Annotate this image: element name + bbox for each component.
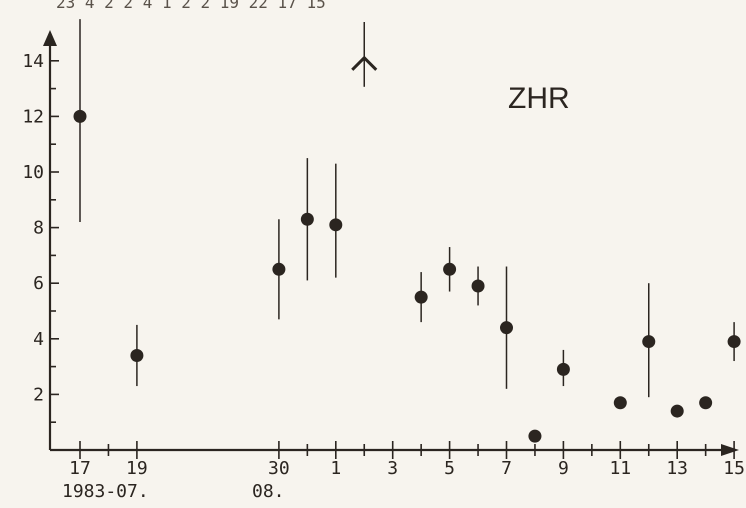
zhr-annotation: ZHR bbox=[508, 82, 570, 115]
data-point bbox=[74, 110, 87, 123]
data-point bbox=[614, 396, 627, 409]
data-point bbox=[301, 213, 314, 226]
data-point bbox=[500, 321, 513, 334]
x-tick-label: 17 bbox=[69, 458, 91, 479]
axes bbox=[43, 30, 739, 456]
data-point bbox=[557, 363, 570, 376]
top-scrap-text: 23 4 2 2 4 1 2 2 19 22 17 15 bbox=[56, 0, 326, 12]
x-date-label-july: 1983-07. bbox=[62, 481, 149, 502]
x-tick-label: 9 bbox=[558, 458, 569, 479]
x-axis-arrowhead bbox=[721, 444, 739, 456]
x-tick-label: 3 bbox=[387, 458, 398, 479]
data-point bbox=[415, 291, 428, 304]
y-tick-label: 12 bbox=[22, 106, 44, 127]
data-point bbox=[472, 279, 485, 292]
y-tick-label: 10 bbox=[22, 162, 44, 183]
data-point bbox=[443, 263, 456, 276]
x-tick-label: 1 bbox=[330, 458, 341, 479]
x-tick-label: 7 bbox=[501, 458, 512, 479]
data-point bbox=[728, 335, 741, 348]
x-tick-label: 5 bbox=[444, 458, 455, 479]
x-ticks: 1719301357911131517 bbox=[69, 441, 746, 479]
x-date-label-august: 08. bbox=[252, 481, 285, 502]
y-tick-label: 2 bbox=[33, 384, 44, 405]
data-point bbox=[699, 396, 712, 409]
x-tick-label: 30 bbox=[268, 458, 290, 479]
data-point bbox=[272, 263, 285, 276]
y-tick-label: 8 bbox=[33, 218, 44, 239]
data-point bbox=[130, 349, 143, 362]
data-point bbox=[671, 405, 684, 418]
y-tick-label: 14 bbox=[22, 51, 44, 72]
y-tick-label: 6 bbox=[33, 273, 44, 294]
x-tick-label: 11 bbox=[609, 458, 631, 479]
x-tick-label: 15 bbox=[723, 458, 745, 479]
x-tick-label: 13 bbox=[666, 458, 688, 479]
x-tick-label: 19 bbox=[126, 458, 148, 479]
y-tick-label: 4 bbox=[33, 329, 44, 350]
y-axis-arrowhead bbox=[43, 30, 57, 46]
y-ticks: 2 4 6 8 10 12 14 bbox=[22, 51, 59, 422]
data-point bbox=[329, 218, 342, 231]
data-point bbox=[528, 430, 541, 443]
data-marks bbox=[74, 19, 746, 443]
data-point bbox=[642, 335, 655, 348]
